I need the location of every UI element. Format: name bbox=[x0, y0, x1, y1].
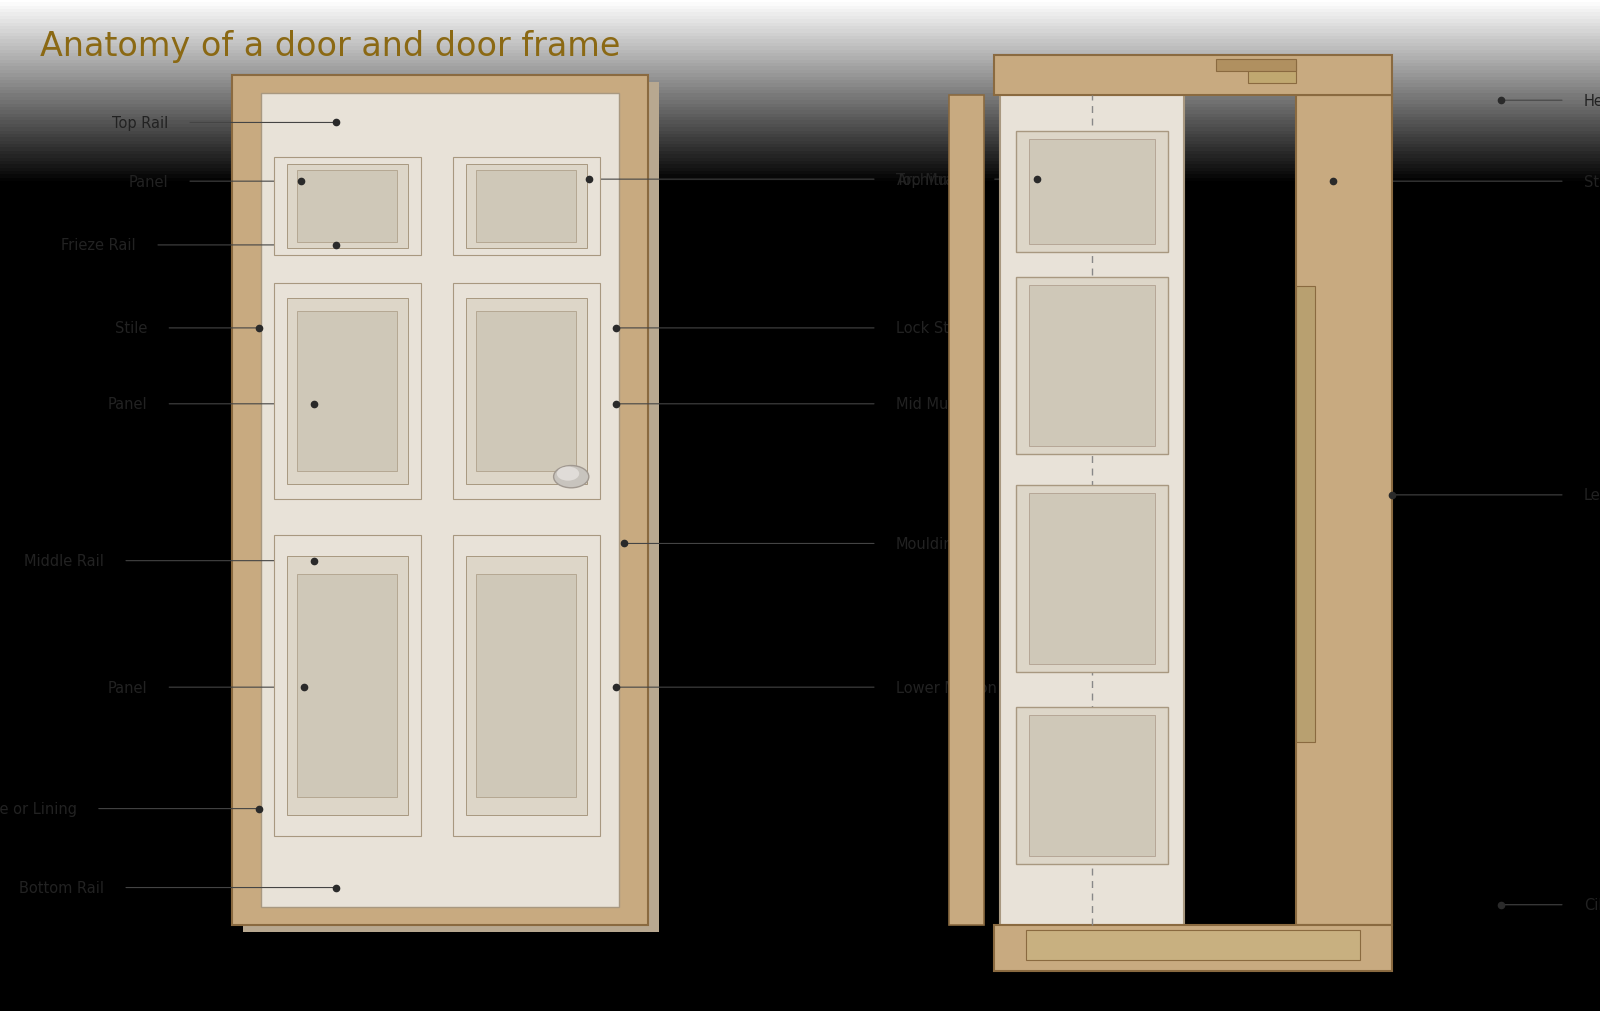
Bar bbox=[453, 158, 600, 256]
Text: Moulding: Moulding bbox=[896, 537, 963, 551]
Bar bbox=[286, 557, 408, 815]
Text: Lower Mullion: Lower Mullion bbox=[896, 680, 997, 695]
Bar bbox=[1029, 716, 1155, 856]
Text: Head: Head bbox=[1584, 94, 1600, 108]
Text: Middle Rail: Middle Rail bbox=[24, 554, 104, 568]
Bar bbox=[1016, 131, 1168, 253]
Bar bbox=[453, 536, 600, 836]
Bar bbox=[1216, 60, 1296, 72]
Text: Frame or Lining: Frame or Lining bbox=[0, 802, 77, 816]
Bar bbox=[1296, 287, 1315, 743]
Bar bbox=[477, 312, 576, 471]
Text: Legs/Jambs: Legs/Jambs bbox=[1584, 488, 1600, 502]
Bar bbox=[1029, 286, 1155, 447]
Text: Architrave: Architrave bbox=[898, 173, 973, 187]
Bar bbox=[1248, 62, 1296, 84]
Text: Panel: Panel bbox=[128, 175, 168, 189]
Text: Panel: Panel bbox=[107, 397, 147, 411]
Text: Anatomy of a door and door frame: Anatomy of a door and door frame bbox=[40, 30, 621, 64]
Bar bbox=[232, 76, 648, 925]
Bar bbox=[286, 299, 408, 484]
Bar bbox=[477, 171, 576, 243]
Bar bbox=[286, 165, 408, 249]
Bar bbox=[274, 536, 421, 836]
Bar bbox=[1296, 96, 1392, 925]
Bar bbox=[1029, 493, 1155, 664]
Bar bbox=[1000, 96, 1184, 925]
Text: Frieze Rail: Frieze Rail bbox=[61, 239, 136, 253]
Text: Panel: Panel bbox=[107, 680, 147, 695]
Bar bbox=[466, 165, 587, 249]
Text: Cill/Threshold: Cill/Threshold bbox=[1584, 898, 1600, 912]
Text: Stops: Stops bbox=[1584, 175, 1600, 189]
Bar bbox=[274, 284, 421, 499]
Bar bbox=[298, 171, 397, 243]
Bar bbox=[949, 96, 984, 925]
Bar bbox=[1026, 930, 1360, 960]
Bar bbox=[466, 557, 587, 815]
Bar bbox=[453, 284, 600, 499]
Bar bbox=[274, 158, 421, 256]
Text: Mid Mullion: Mid Mullion bbox=[896, 397, 979, 411]
Text: Top Rail: Top Rail bbox=[112, 116, 168, 130]
Bar bbox=[261, 94, 619, 907]
Circle shape bbox=[557, 467, 579, 481]
Bar bbox=[1029, 140, 1155, 245]
Bar bbox=[298, 312, 397, 471]
Bar bbox=[477, 575, 576, 797]
Text: Lock Stile: Lock Stile bbox=[896, 321, 966, 336]
Bar bbox=[994, 925, 1392, 971]
Bar bbox=[1016, 485, 1168, 672]
Text: Top Mullion: Top Mullion bbox=[896, 173, 978, 187]
Bar bbox=[243, 83, 659, 932]
Bar bbox=[466, 299, 587, 484]
Bar bbox=[1016, 278, 1168, 455]
Bar bbox=[994, 56, 1392, 96]
Bar bbox=[1016, 708, 1168, 864]
Bar bbox=[298, 575, 397, 797]
Text: Stile: Stile bbox=[115, 321, 147, 336]
Circle shape bbox=[554, 466, 589, 488]
Text: Bottom Rail: Bottom Rail bbox=[19, 881, 104, 895]
